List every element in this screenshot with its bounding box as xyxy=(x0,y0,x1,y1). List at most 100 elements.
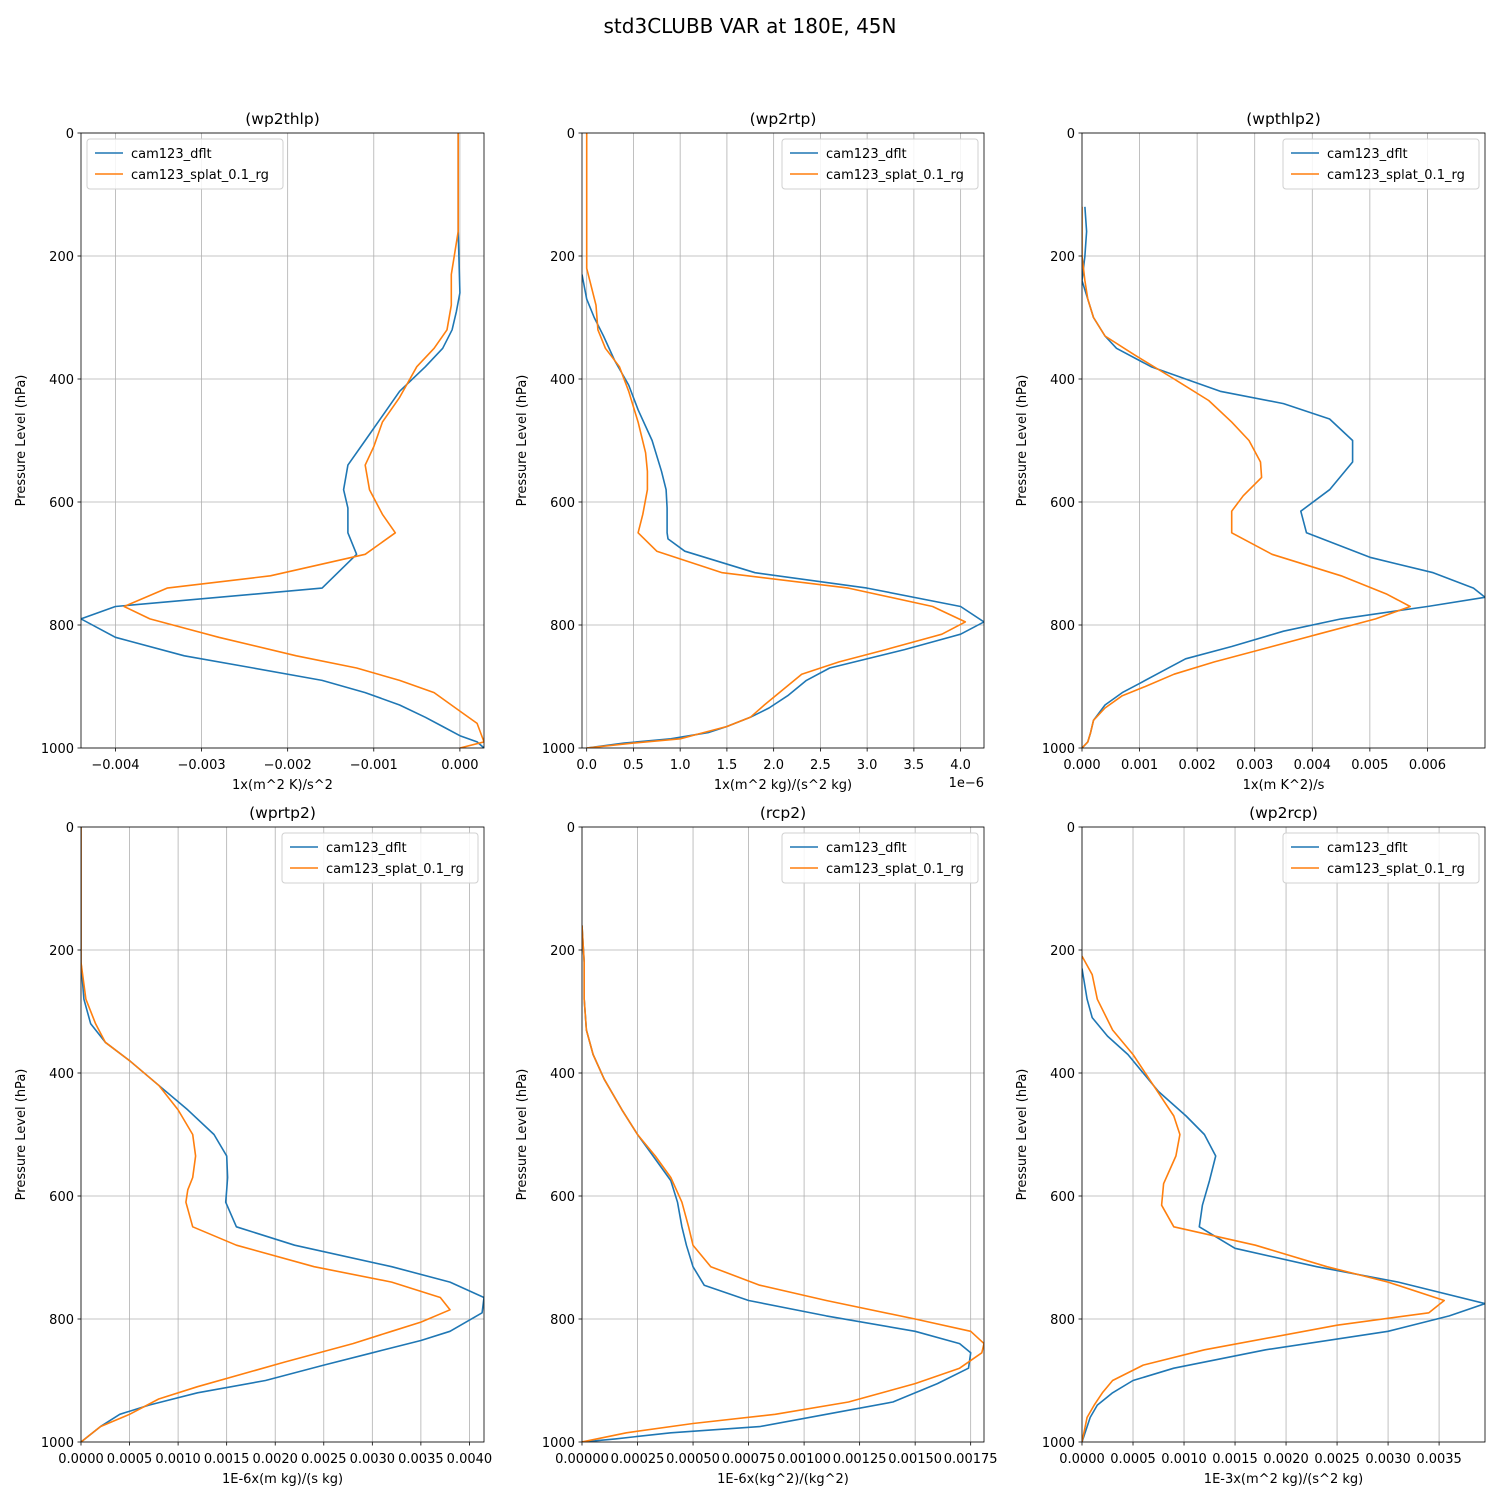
y-tick-label: 600 xyxy=(49,496,74,511)
x-axis-label: 1E-6x(kg^2)/(kg^2) xyxy=(717,1472,849,1487)
subplot-title: (rcp2) xyxy=(760,804,806,822)
x-tick-label: 0.0 xyxy=(576,758,597,773)
x-tick-label: 0.0015 xyxy=(1212,1452,1258,1467)
y-tick-label: 600 xyxy=(49,1190,74,1205)
axes-frame xyxy=(1081,826,1486,1443)
y-tick-label: 1000 xyxy=(41,742,74,757)
y-tick-label: 0 xyxy=(1067,127,1075,142)
series-line-cam123-dflt xyxy=(81,827,484,1442)
series-line-cam123-dflt xyxy=(1082,968,1485,1442)
y-axis-label: Pressure Level (hPa) xyxy=(1015,1069,1030,1201)
x-axis-label: 1x(m^2 K)/s^2 xyxy=(232,778,333,793)
x-tick-label: 0.005 xyxy=(1351,758,1388,773)
x-tick-label: 4.0 xyxy=(950,758,971,773)
legend-box xyxy=(1282,832,1480,884)
x-tick-label: −0.004 xyxy=(91,758,139,773)
x-tick-label: 0.001 xyxy=(1121,758,1158,773)
y-tick-label: 400 xyxy=(49,373,74,388)
x-tick-label: 0.002 xyxy=(1179,758,1216,773)
series-line-cam123-splat-0-1-rg xyxy=(582,925,984,1442)
x-tick-label: 0.004 xyxy=(1294,758,1331,773)
x-tick-label: 0.00175 xyxy=(944,1452,998,1467)
subplot-title: (wp2rtp) xyxy=(750,110,817,128)
series-line-cam123-splat-0-1-rg xyxy=(1082,206,1411,748)
x-tick-label: 0.0025 xyxy=(301,1452,347,1467)
x-tick-label: 0.006 xyxy=(1409,758,1446,773)
x-tick-label: 0.00000 xyxy=(555,1452,609,1467)
legend-label: cam123_dflt xyxy=(326,841,407,856)
y-tick-label: 600 xyxy=(1050,1190,1075,1205)
x-tick-label: 0.0010 xyxy=(155,1452,201,1467)
y-tick-label: 800 xyxy=(550,1313,575,1328)
x-tick-label: 0.00150 xyxy=(888,1452,942,1467)
subplot-3: 0.000 0.001 0.002 0.003 0.004 0.005 0.006 0 200 4… xyxy=(1015,110,1486,793)
subplot-title: (wpthlp2) xyxy=(1246,110,1321,128)
legend-label: cam123_splat_0.1_rg xyxy=(1327,168,1465,183)
y-tick-label: 400 xyxy=(550,373,575,388)
x-tick-label: 0.0005 xyxy=(1110,1452,1156,1467)
x-tick-label: 2.0 xyxy=(763,758,784,773)
legend: cam123_dflt cam123_splat_0.1_rg xyxy=(781,138,979,190)
y-tick-label: 0 xyxy=(1067,821,1075,836)
series-line-cam123-dflt xyxy=(582,925,972,1442)
y-tick-label: 0 xyxy=(66,821,74,836)
y-tick-label: 400 xyxy=(49,1067,74,1082)
x-tick-label: 1.0 xyxy=(670,758,691,773)
x-tick-label: 3.5 xyxy=(904,758,925,773)
y-tick-label: 200 xyxy=(1050,944,1075,959)
y-tick-label: 0 xyxy=(567,821,575,836)
y-tick-label: 800 xyxy=(1050,619,1075,634)
x-tick-label: 2.5 xyxy=(810,758,831,773)
series-line-cam123-splat-0-1-rg xyxy=(81,827,451,1442)
legend: cam123_dflt cam123_splat_0.1_rg xyxy=(281,832,479,884)
legend-box xyxy=(281,832,479,884)
x-tick-label: 0.0040 xyxy=(447,1452,493,1467)
x-tick-label: 0.00050 xyxy=(666,1452,720,1467)
y-tick-label: 800 xyxy=(1050,1313,1075,1328)
legend-box xyxy=(781,832,979,884)
y-tick-label: 800 xyxy=(49,1313,74,1328)
x-tick-label: −0.003 xyxy=(178,758,226,773)
axes-frame xyxy=(80,132,485,749)
x-tick-label: 0.0005 xyxy=(107,1452,153,1467)
x-tick-label: 0.0000 xyxy=(1059,1452,1105,1467)
x-axis-label: 1E-3x(m^2 kg)/(s^2 kg) xyxy=(1204,1472,1363,1487)
legend-label: cam123_splat_0.1_rg xyxy=(1327,862,1465,877)
y-tick-label: 600 xyxy=(550,1190,575,1205)
legend-label: cam123_splat_0.1_rg xyxy=(826,862,964,877)
series-line-cam123-dflt xyxy=(1082,206,1485,748)
legend-label: cam123_dflt xyxy=(131,147,212,162)
x-tick-label: 0.0035 xyxy=(398,1452,444,1467)
x-tick-label: 0.00125 xyxy=(833,1452,887,1467)
subplot-title: (wp2thlp) xyxy=(245,110,320,128)
legend-label: cam123_splat_0.1_rg xyxy=(826,168,964,183)
y-tick-label: 400 xyxy=(1050,373,1075,388)
x-tick-label: 0.0030 xyxy=(1365,1452,1411,1467)
y-tick-label: 600 xyxy=(1050,496,1075,511)
axes-frame xyxy=(581,826,985,1443)
y-tick-label: 800 xyxy=(550,619,575,634)
x-tick-label: −0.001 xyxy=(350,758,398,773)
x-tick-label: 0.0035 xyxy=(1416,1452,1462,1467)
y-tick-label: 200 xyxy=(550,250,575,265)
legend-label: cam123_splat_0.1_rg xyxy=(326,862,464,877)
y-axis-label: Pressure Level (hPa) xyxy=(515,375,530,507)
y-axis-label: Pressure Level (hPa) xyxy=(14,1069,29,1201)
y-tick-label: 1000 xyxy=(41,1436,74,1451)
figure-title: std3CLUBB VAR at 180E, 45N xyxy=(603,14,897,38)
x-tick-label: 0.0025 xyxy=(1314,1452,1360,1467)
axes-frame xyxy=(1081,132,1486,749)
x-tick-label: 0.00075 xyxy=(722,1452,776,1467)
legend-label: cam123_dflt xyxy=(1327,147,1408,162)
x-tick-label: 3.0 xyxy=(857,758,878,773)
x-tick-label: 0.000 xyxy=(441,758,478,773)
x-tick-label: 0.0020 xyxy=(252,1452,298,1467)
y-tick-label: 200 xyxy=(49,944,74,959)
x-tick-label: 0.00025 xyxy=(611,1452,665,1467)
subplot-5: 0.00000 0.00025 0.00050 0.00075 0.00100 0.001… xyxy=(515,804,998,1487)
legend-box xyxy=(86,138,284,190)
legend: cam123_dflt cam123_splat_0.1_rg xyxy=(1282,138,1480,190)
y-tick-label: 200 xyxy=(49,250,74,265)
x-tick-label: 0.5 xyxy=(623,758,644,773)
subplot-6: 0.0000 0.0005 0.0010 0.0015 0.0020 0.0025 0.00… xyxy=(1015,804,1486,1487)
